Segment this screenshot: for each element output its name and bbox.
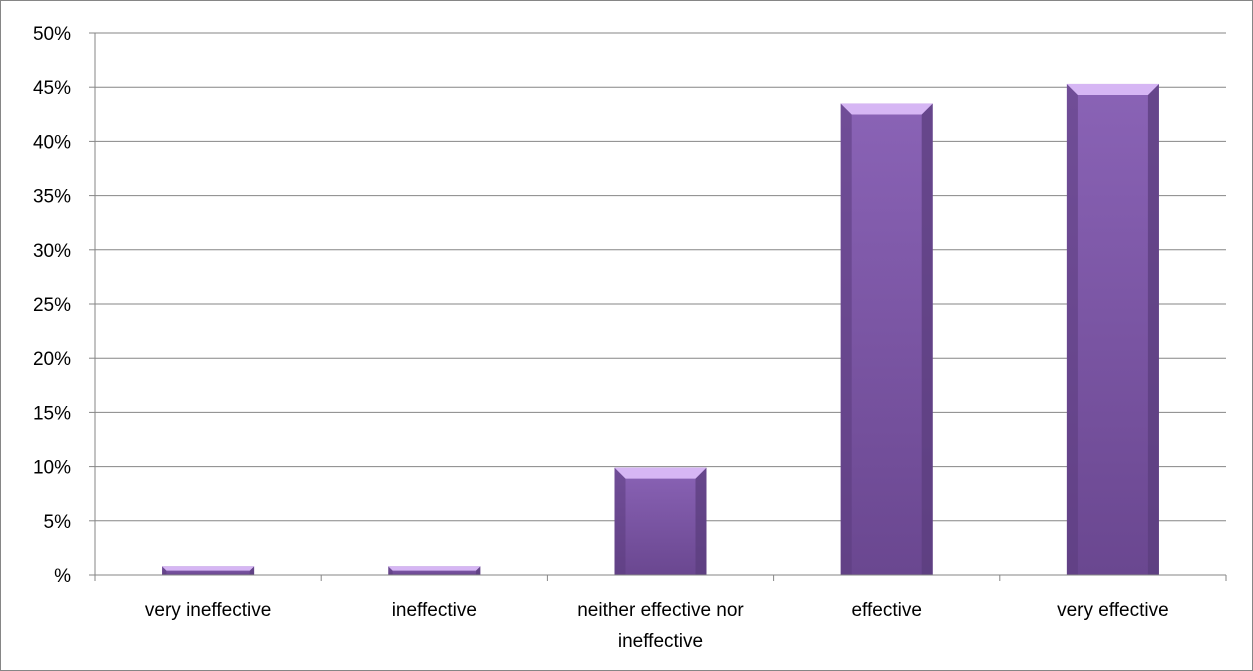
- x-tick-label: very ineffective: [145, 600, 271, 621]
- bar: [162, 566, 255, 575]
- y-tick-label: 20%: [33, 349, 71, 370]
- y-tick-label: 30%: [33, 241, 71, 262]
- bar-bevel-top: [614, 467, 707, 479]
- bar: [1066, 83, 1159, 575]
- x-tick-label: ineffective: [392, 600, 477, 621]
- bar-bevel-left: [388, 566, 393, 575]
- x-tick-labels: very ineffective ineffective neither effec…: [145, 600, 1169, 652]
- bar-bevel-right: [475, 566, 481, 575]
- bar: [388, 566, 481, 575]
- bar-bevel-top: [840, 103, 933, 115]
- y-tick-label: 5%: [44, 512, 72, 533]
- bar-bevel-left: [162, 566, 167, 575]
- bar-bevel-top: [162, 566, 255, 571]
- y-tick-label: 40%: [33, 132, 71, 153]
- y-tick-label: 45%: [33, 78, 71, 99]
- bar-bevel-left: [1066, 83, 1078, 575]
- y-tick-label: 25%: [33, 295, 71, 316]
- y-tick-label: 10%: [33, 458, 71, 479]
- y-tick-label: 50%: [33, 24, 71, 45]
- bar: [614, 467, 707, 575]
- bars: [162, 83, 1159, 576]
- x-tick-label: neither effective nor ineffective: [577, 600, 744, 652]
- bar-bevel-right: [921, 103, 933, 576]
- bar-bevel-right: [1147, 83, 1159, 575]
- bar-bevel-left: [840, 103, 852, 576]
- bar-bevel-top: [1066, 83, 1159, 95]
- gridlines: [95, 32, 1226, 522]
- bar: [840, 103, 933, 576]
- bar-bevel-top: [388, 566, 481, 571]
- bar-bevel-right: [249, 566, 255, 575]
- bar-body: [840, 103, 933, 576]
- bar-body: [1066, 83, 1159, 575]
- y-tick-label: 15%: [33, 403, 71, 424]
- y-tick-label: 35%: [33, 187, 71, 208]
- bar-bevel-right: [695, 467, 707, 575]
- y-tick-label: %: [54, 566, 71, 587]
- bar-bevel-left: [614, 467, 626, 575]
- x-tick-label: effective: [851, 600, 921, 621]
- bar-body: [614, 467, 707, 575]
- axes: [89, 32, 1227, 581]
- y-tick-labels: % 5% 10% 15% 20% 25% 30% 35% 40% 45% 50%: [33, 24, 71, 587]
- x-tick-label: very effective: [1057, 600, 1169, 621]
